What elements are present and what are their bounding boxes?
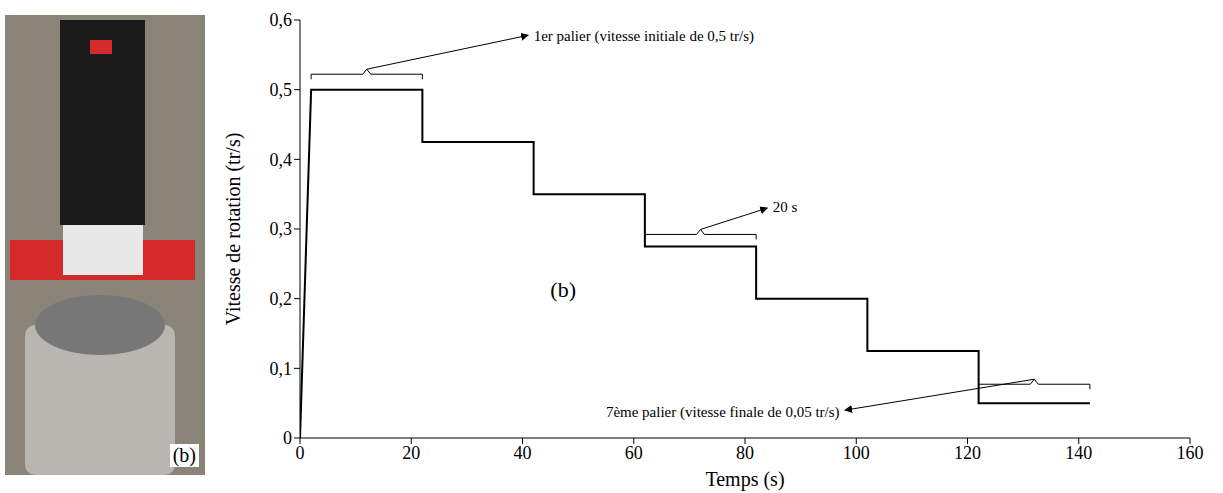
- svg-text:0,4: 0,4: [270, 150, 293, 170]
- svg-text:0,3: 0,3: [270, 219, 293, 239]
- svg-text:Vitesse de rotation (tr/s): Vitesse de rotation (tr/s): [222, 133, 245, 326]
- svg-text:0,1: 0,1: [270, 359, 293, 379]
- svg-text:7ème palier (vitesse finale de: 7ème palier (vitesse finale de 0,05 tr/s…: [606, 404, 840, 421]
- svg-text:0,5: 0,5: [270, 80, 293, 100]
- svg-text:20: 20: [402, 443, 420, 463]
- svg-text:80: 80: [736, 443, 754, 463]
- svg-text:120: 120: [954, 443, 981, 463]
- svg-text:40: 40: [514, 443, 532, 463]
- svg-text:20 s: 20 s: [773, 199, 798, 215]
- svg-text:0,2: 0,2: [270, 289, 293, 309]
- svg-text:1er palier (vitesse initiale d: 1er palier (vitesse initiale de 0,5 tr/s…: [534, 28, 754, 45]
- svg-text:0: 0: [296, 443, 305, 463]
- svg-text:0,6: 0,6: [270, 10, 293, 30]
- svg-text:0: 0: [283, 428, 292, 448]
- svg-text:60: 60: [625, 443, 643, 463]
- svg-text:140: 140: [1065, 443, 1092, 463]
- svg-text:Temps (s): Temps (s): [705, 468, 784, 491]
- svg-text:(b): (b): [550, 277, 576, 302]
- html-text:(b): (b): [172, 444, 196, 466]
- svg-text:160: 160: [1177, 443, 1204, 463]
- svg-text:100: 100: [843, 443, 870, 463]
